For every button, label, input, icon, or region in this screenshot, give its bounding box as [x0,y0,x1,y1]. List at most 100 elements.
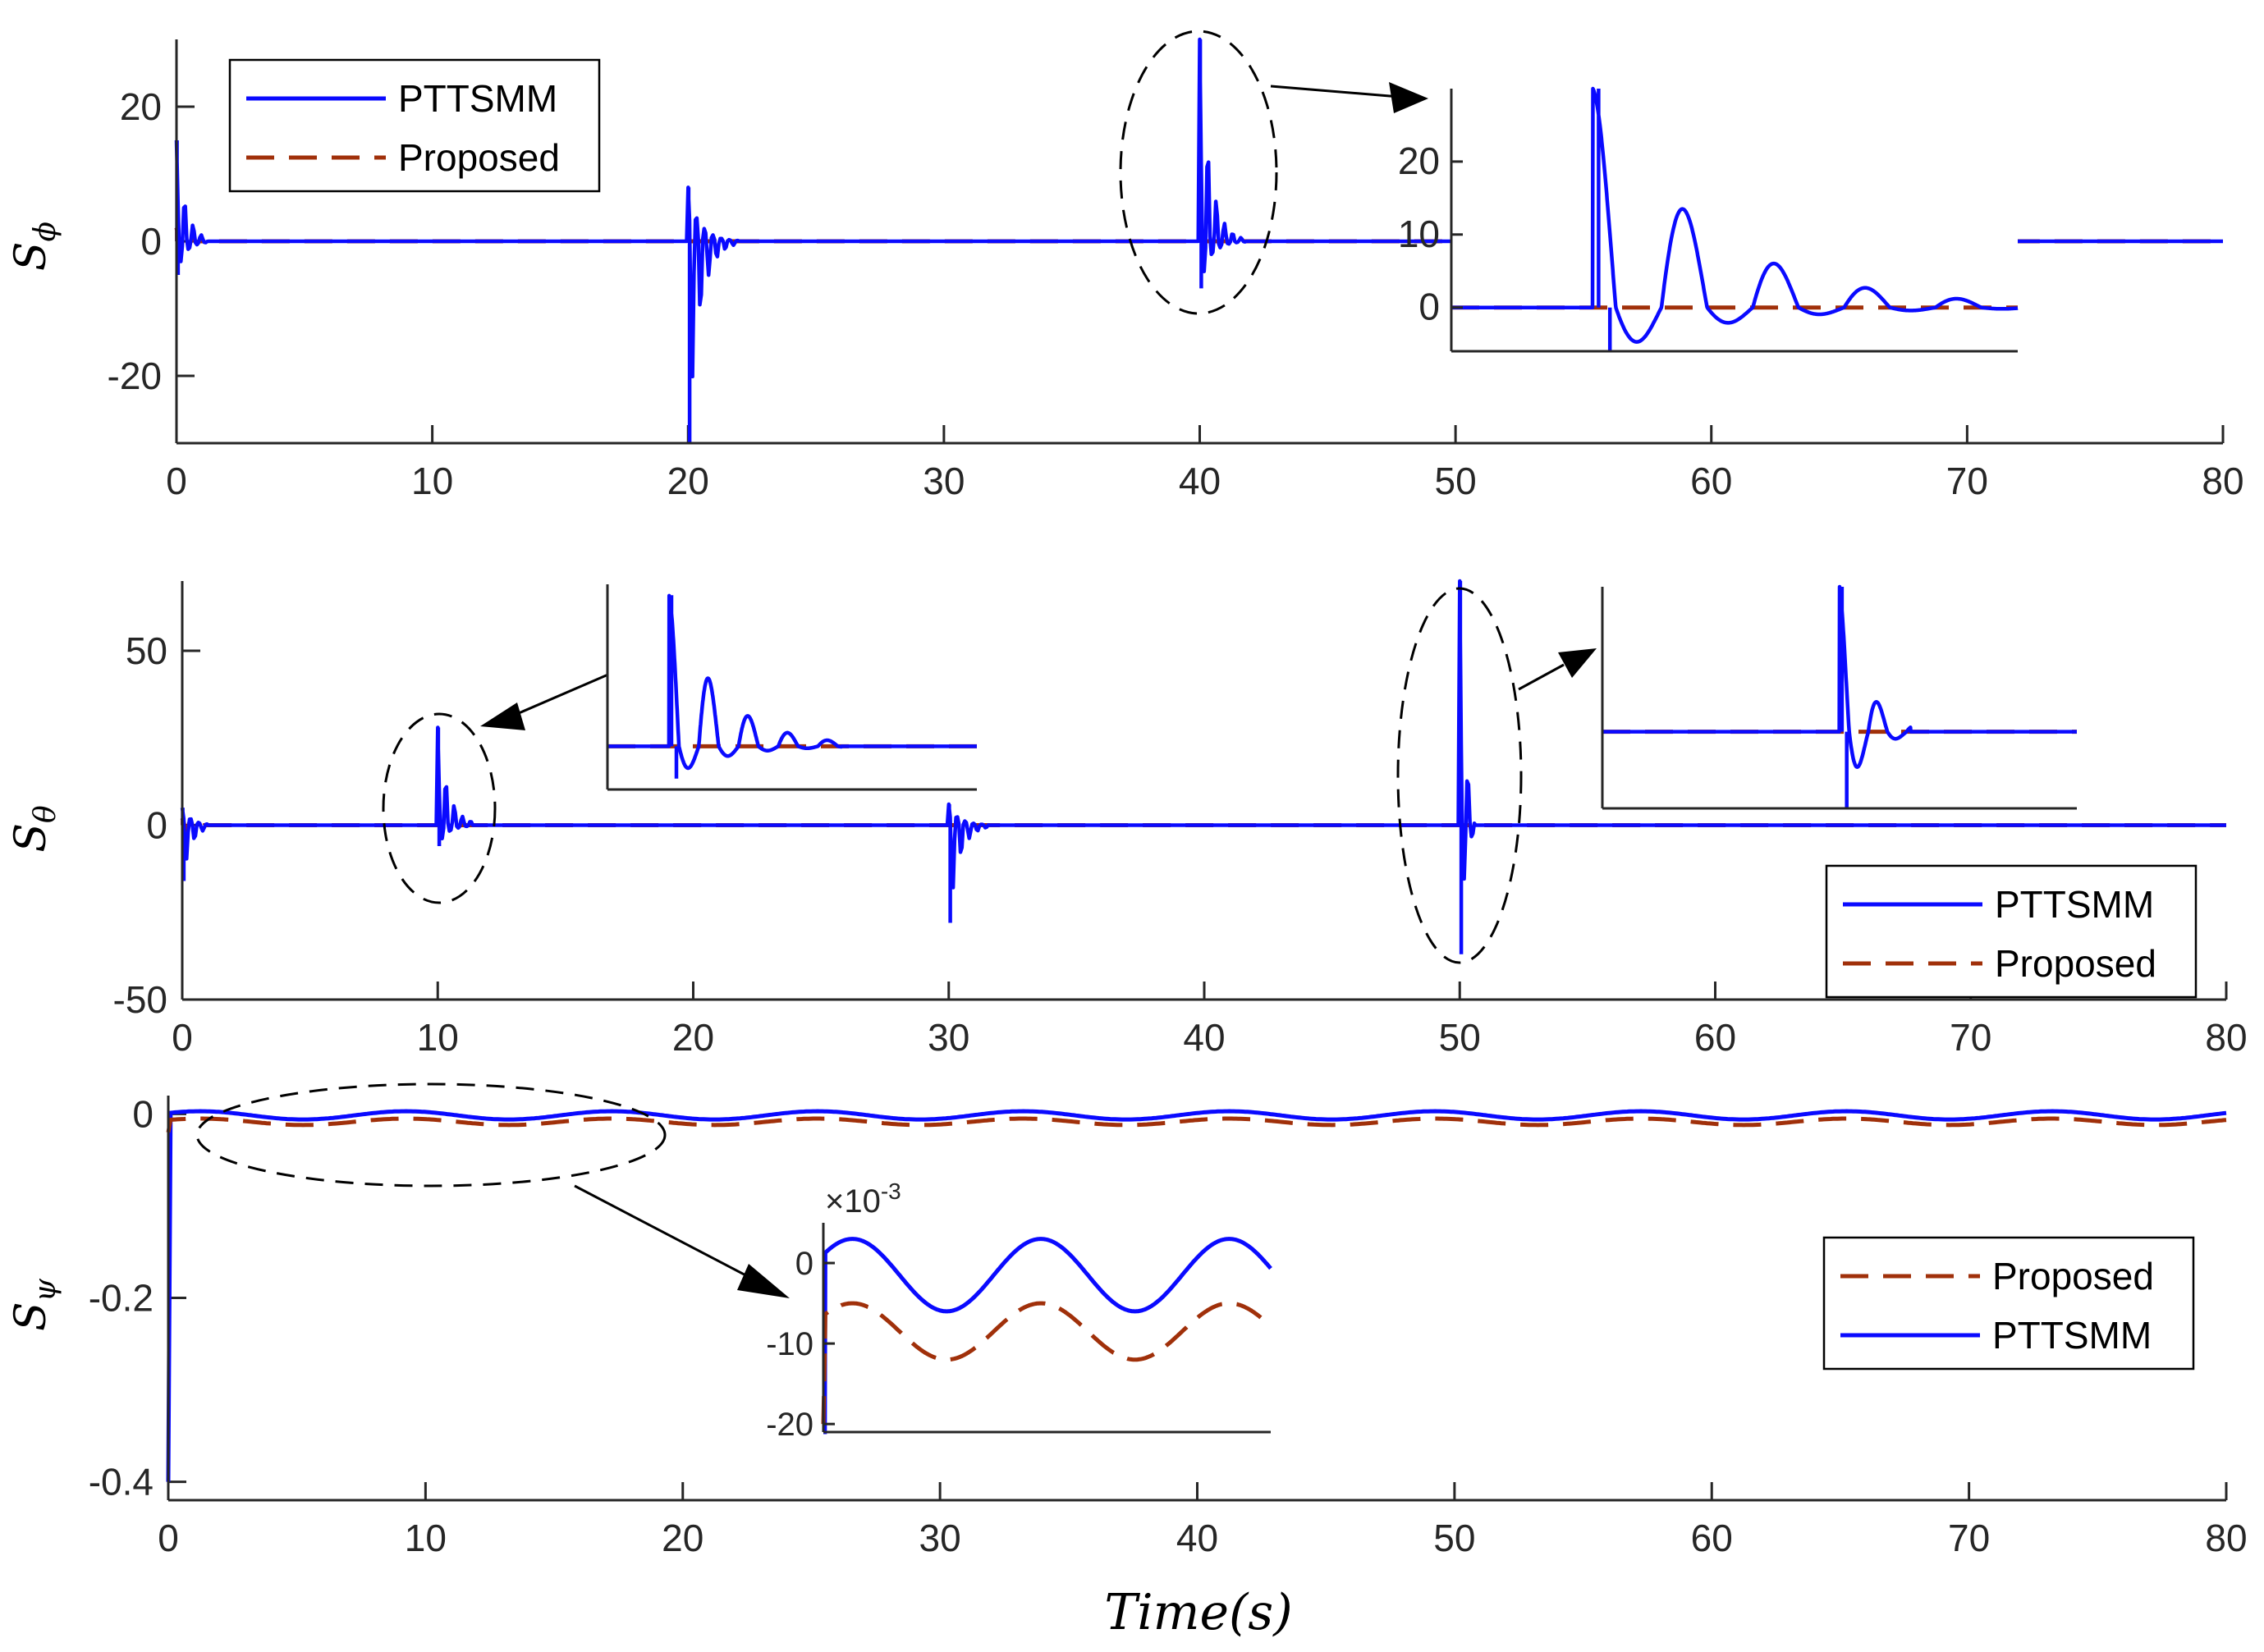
series-line-pttsmm [166,1109,2227,1482]
zoom-arrowhead-psi [737,1264,790,1298]
inset-background-theta-1 [607,584,977,789]
x-tick-label: 30 [919,1517,961,1559]
legend-phi: PTTSMM Proposed [228,58,601,193]
x-tick-label: 20 [667,460,709,502]
panel-psi: Sψ -0.4 -0.2 0 0 10 20 30 40 50 60 70 80 -20 -10 0 ×… [7,1082,2248,1641]
legend-label-pttsmm-theta: PTTSMM [1995,883,2154,926]
x-tick-label: 40 [1179,460,1221,502]
legend-box-psi [1822,1236,2195,1371]
zoom-arrowhead-theta-1 [480,702,525,730]
x-tick-label: 70 [1950,1016,1991,1059]
inset-y-tick-label: 20 [1398,140,1440,182]
series-line-pttsmm [1450,86,2019,351]
x-tick-label: 10 [417,1016,459,1059]
x-tick-label: 20 [662,1517,703,1559]
x-tick-labels-psi: 0 10 20 30 40 50 60 70 80 [158,1482,2248,1559]
zoom-arrowhead-phi [1389,82,1428,113]
y-tick-label: -20 [108,355,162,397]
panel-phi: Sϕ -20 0 20 0 10 20 30 40 50 60 70 80 0 10 20 PTTSMM… [7,30,2244,502]
legend-label-proposed: Proposed [398,136,560,179]
x-tick-label: 60 [1694,1016,1736,1059]
inset-psi: -20 -10 0 ×10-3 [766,1178,1272,1443]
legend-box-phi [228,58,601,193]
zoom-ellipse-phi [1119,30,1278,315]
zoom-ellipse-psi [195,1082,667,1188]
y-tick-labels-psi: -0.4 -0.2 0 [89,1092,186,1503]
legend-label-proposed-psi: Proposed [1992,1255,2154,1297]
y-axis-label-theta: Sθ [7,805,62,853]
x-tick-label: 80 [2205,1016,2247,1059]
x-tick-label: 70 [1946,460,1988,502]
y-axis-label-phi: Sϕ [7,222,62,271]
x-tick-label: 30 [923,460,965,502]
inset-y-tick-labels-psi: -20 -10 0 [766,1246,835,1443]
y-axis-label-psi: Sψ [7,1278,62,1331]
x-tick-label: 10 [405,1517,447,1559]
x-tick-label: 40 [1183,1016,1225,1059]
inset-y-tick-label: -10 [766,1326,813,1362]
zoom-arrowhead-theta-2 [1558,648,1597,678]
legend-label-pttsmm: PTTSMM [398,77,557,120]
y-tick-label: -0.4 [89,1461,154,1503]
inset-y-tick-label: 10 [1398,213,1440,255]
x-tick-label: 80 [2205,1517,2247,1559]
legend-psi: Proposed PTTSMM [1822,1236,2195,1371]
x-tick-label: 30 [928,1016,969,1059]
y-tick-label: 20 [120,85,162,128]
series-line-proposed [821,1301,1272,1425]
x-tick-label: 60 [1691,1517,1733,1559]
x-tick-label: 20 [672,1016,714,1059]
zoom-arrow-theta-2 [1518,663,1565,691]
x-tick-label: 10 [411,460,453,502]
series-line-proposed [166,1116,2227,1133]
x-tick-label: 60 [1690,460,1732,502]
x-tick-label: 0 [158,1517,179,1559]
x-tick-label: 80 [2202,460,2243,502]
x-axis-label: Time(s) [1104,1584,1292,1641]
inset-multiplier-psi: ×10-3 [825,1178,901,1220]
x-tick-label: 0 [166,460,187,502]
inset-y-tick-label: 0 [1418,286,1440,328]
y-tick-label: 0 [146,804,167,847]
x-tick-label: 50 [1439,1016,1481,1059]
inset-background-phi [1451,89,2018,351]
x-tick-label: 70 [1948,1517,1990,1559]
x-tick-label: 40 [1176,1517,1218,1559]
x-tick-labels-theta: 0 10 20 30 40 50 60 70 80 [172,982,2248,1059]
y-tick-label: 0 [132,1092,154,1135]
inset-y-tick-label: -20 [766,1407,813,1443]
legend-theta: PTTSMM Proposed [1825,864,2198,999]
zoom-arrow-theta-1 [512,670,616,717]
series-line-pttsmm [1601,584,2078,808]
inset-plot-phi [1450,86,2019,351]
y-tick-label: 50 [126,629,167,672]
x-tick-label: 0 [172,1016,193,1059]
zoom-arrow-psi [574,1184,756,1282]
inset-y-tick-labels-phi: 0 10 20 [1398,140,1463,328]
x-tick-labels-phi: 0 10 20 30 40 50 60 70 80 [166,425,2244,502]
y-tick-label: -0.2 [89,1277,154,1320]
plot-area-psi [166,1109,2227,1482]
legend-label-pttsmm-psi: PTTSMM [1992,1314,2152,1357]
inset-plot-theta-2 [1600,584,2079,808]
inset-phi: 0 10 20 [1398,86,2019,353]
inset-plot-psi [821,1237,1272,1435]
inset-background-psi [823,1223,1271,1432]
legend-box-theta [1825,864,2198,999]
series-line-pttsmm [606,593,978,779]
inset-plot-theta-1 [605,593,979,779]
inset-theta-1 [605,584,979,791]
zoom-arrow-phi [1270,85,1400,98]
y-tick-label: 0 [140,220,162,263]
y-tick-labels-theta: -50 0 50 [113,629,200,1021]
zoom-ellipse-theta-2 [1396,587,1523,964]
x-tick-label: 50 [1435,460,1477,502]
x-tick-label: 50 [1433,1517,1475,1559]
zoom-ellipse-theta-1 [382,712,497,904]
inset-theta-2 [1600,584,2079,810]
inset-y-tick-label: 0 [795,1246,813,1282]
series-line-pttsmm [823,1237,1272,1435]
y-tick-label: -50 [113,978,167,1021]
